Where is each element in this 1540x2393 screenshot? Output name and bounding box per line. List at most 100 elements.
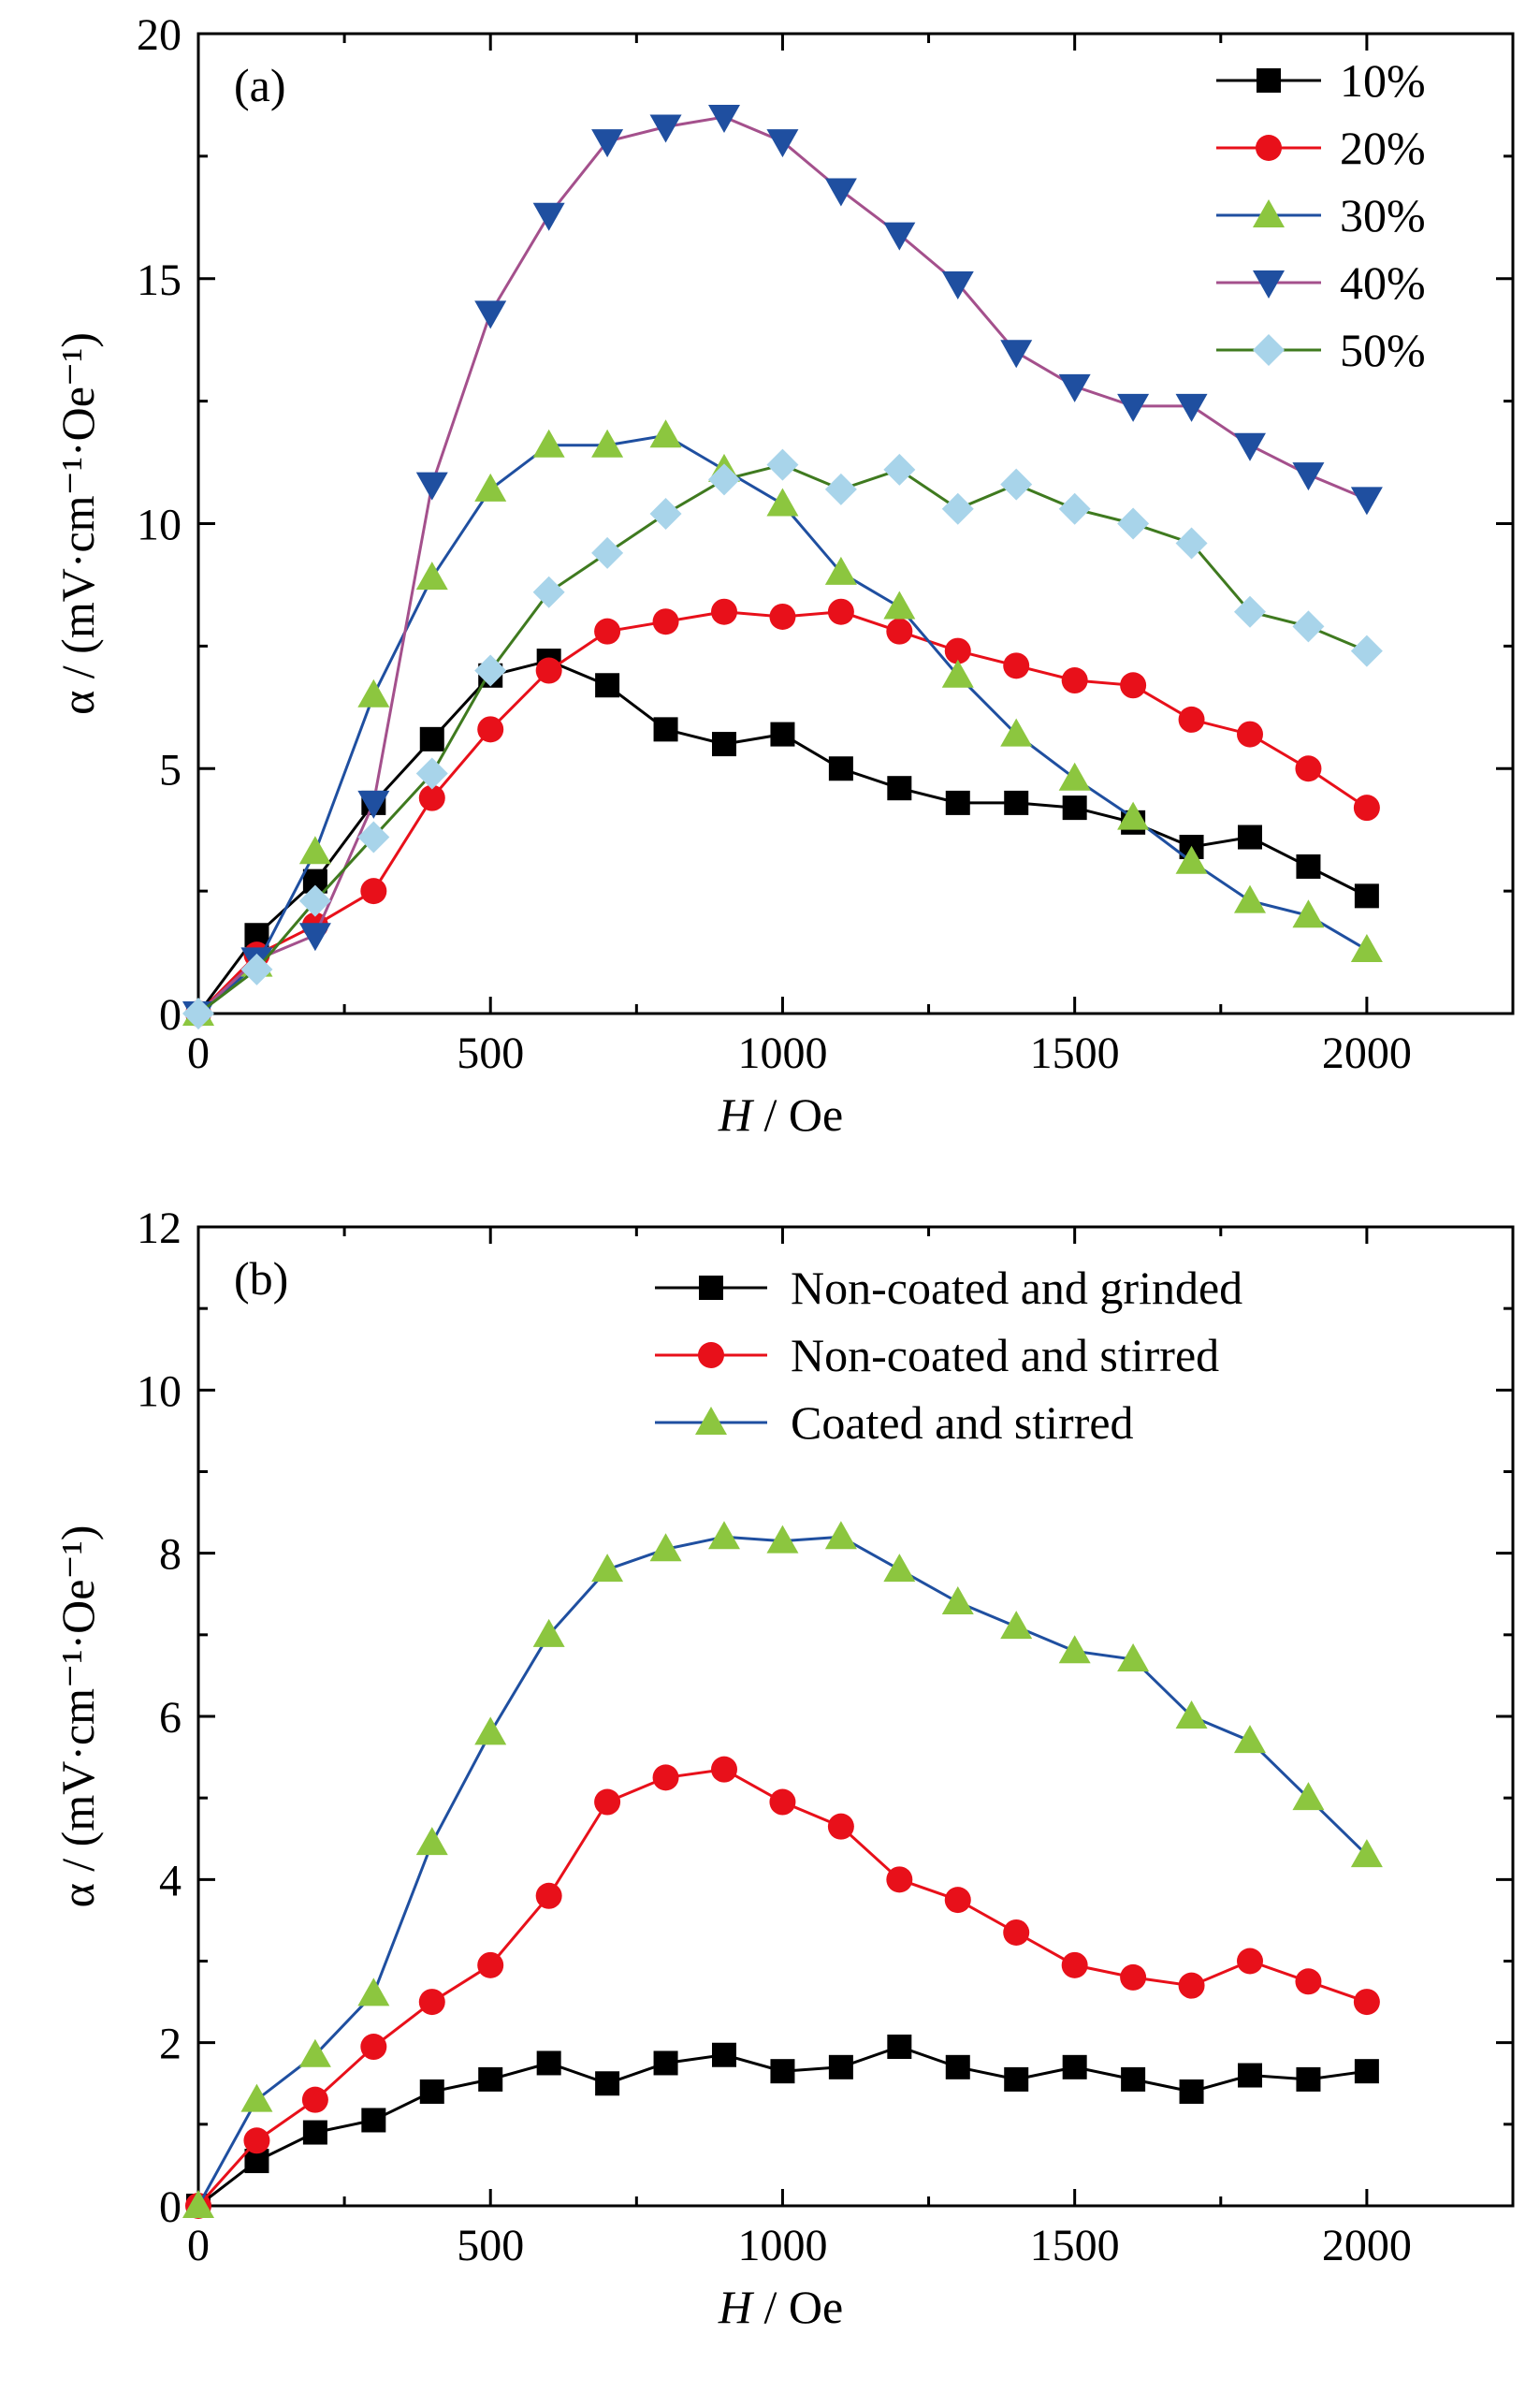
data-point (828, 756, 853, 781)
legend: Non-coated and grinded Non-coated and sti… (655, 1262, 1242, 1449)
data-point (536, 2050, 561, 2076)
legend-label: Non-coated and grinded (791, 1262, 1242, 1314)
legend-item: 10% (1216, 54, 1426, 107)
data-point (1350, 635, 1383, 667)
data-point (1295, 1968, 1322, 1995)
data-point (1003, 652, 1030, 679)
data-point (1292, 899, 1325, 928)
legend-marker (698, 1342, 724, 1368)
data-point (883, 591, 916, 620)
series-line (196, 1535, 1368, 2207)
x-axis-unit: / Oe (752, 2281, 843, 2333)
data-point (182, 2190, 214, 2218)
series-2 (185, 1756, 1380, 2219)
data-point (883, 222, 916, 251)
data-point (415, 472, 448, 501)
data-point (708, 104, 740, 133)
data-point (708, 1521, 740, 1550)
data-point (301, 2086, 328, 2113)
y-tick-label: 10 (137, 501, 182, 550)
data-point (1237, 721, 1263, 748)
y-tick-label: 5 (159, 745, 182, 795)
y-tick-label: 8 (159, 1530, 182, 1580)
data-point (887, 2035, 912, 2060)
data-point (418, 1989, 445, 2016)
data-point (1175, 393, 1208, 422)
data-point (298, 923, 331, 952)
y-axis-label: α / (mV·cm⁻¹·Oe⁻¹) (51, 1525, 104, 1908)
legend-marker (695, 1407, 727, 1435)
legend-label: 10% (1340, 54, 1426, 107)
data-point (769, 603, 796, 630)
legend-marker (1253, 199, 1285, 227)
data-point (1178, 1972, 1205, 1999)
y-axis-label: α / (mV·cm⁻¹·Oe⁻¹) (51, 332, 104, 715)
data-point (1117, 507, 1150, 540)
data-point (653, 2050, 678, 2076)
data-point (1296, 2066, 1321, 2092)
data-point (532, 202, 565, 231)
series-5 (182, 448, 1383, 1029)
data-point (1004, 2066, 1029, 2092)
legend-label: 50% (1340, 324, 1426, 376)
data-point (1003, 1919, 1030, 1946)
data-point (240, 953, 273, 985)
data-point (1292, 1782, 1325, 1811)
data-point (1000, 1611, 1033, 1640)
data-point (652, 608, 679, 635)
data-point (1292, 462, 1325, 491)
data-point (1179, 2079, 1204, 2104)
data-point (886, 1866, 913, 1893)
legend-item: 50% (1216, 324, 1426, 376)
data-point (1061, 1951, 1088, 1978)
x-tick-label: 2000 (1322, 2221, 1412, 2270)
data-point (1353, 795, 1380, 822)
legend-label: Coated and stirred (791, 1396, 1134, 1449)
legend-marker (1257, 68, 1281, 93)
data-point (1062, 2054, 1087, 2079)
data-point (474, 300, 507, 329)
data-point (1354, 2059, 1379, 2084)
data-point (182, 998, 214, 1029)
data-point (532, 1618, 565, 1647)
data-point (1000, 718, 1033, 747)
y-tick-label: 2 (159, 2020, 182, 2069)
x-axis-unit: / Oe (752, 1088, 843, 1141)
data-point (357, 821, 390, 854)
x-axis-label: H / Oe (718, 2281, 843, 2333)
legend-item: Coated and stirred (655, 1396, 1134, 1449)
data-point (591, 429, 624, 458)
data-point (1234, 432, 1266, 461)
y-tick-label: 4 (159, 1856, 182, 1905)
legend-marker (699, 1276, 723, 1300)
data-point (1354, 883, 1379, 909)
data-point (1295, 755, 1322, 782)
y-tick-label: 12 (137, 1204, 182, 1253)
data-point (1350, 487, 1383, 516)
y-tick-label: 0 (159, 2182, 182, 2232)
data-point (1237, 1948, 1263, 1975)
data-point (941, 1585, 974, 1614)
legend-label: 20% (1340, 122, 1426, 174)
data-point (824, 1521, 857, 1550)
legend-label: 40% (1340, 256, 1426, 309)
data-point (1353, 1989, 1380, 2016)
data-point (477, 1951, 504, 1978)
data-point (415, 1827, 448, 1856)
data-point (941, 270, 974, 299)
x-tick-label: 1500 (1030, 2221, 1120, 2270)
y-tick-label: 15 (137, 255, 182, 305)
data-point (944, 1887, 971, 1914)
data-point (1121, 2066, 1146, 2092)
data-point (360, 2034, 387, 2061)
data-point (1058, 373, 1091, 402)
data-point (535, 657, 562, 684)
series-3 (182, 1521, 1383, 2218)
data-point (824, 473, 857, 505)
y-tick-label: 0 (159, 990, 182, 1040)
data-point (1350, 933, 1383, 962)
legend-item: Non-coated and grinded (655, 1262, 1242, 1314)
legend: 10% 20% 30% 40% 50% (1216, 54, 1426, 376)
legend-item: 30% (1216, 189, 1426, 241)
